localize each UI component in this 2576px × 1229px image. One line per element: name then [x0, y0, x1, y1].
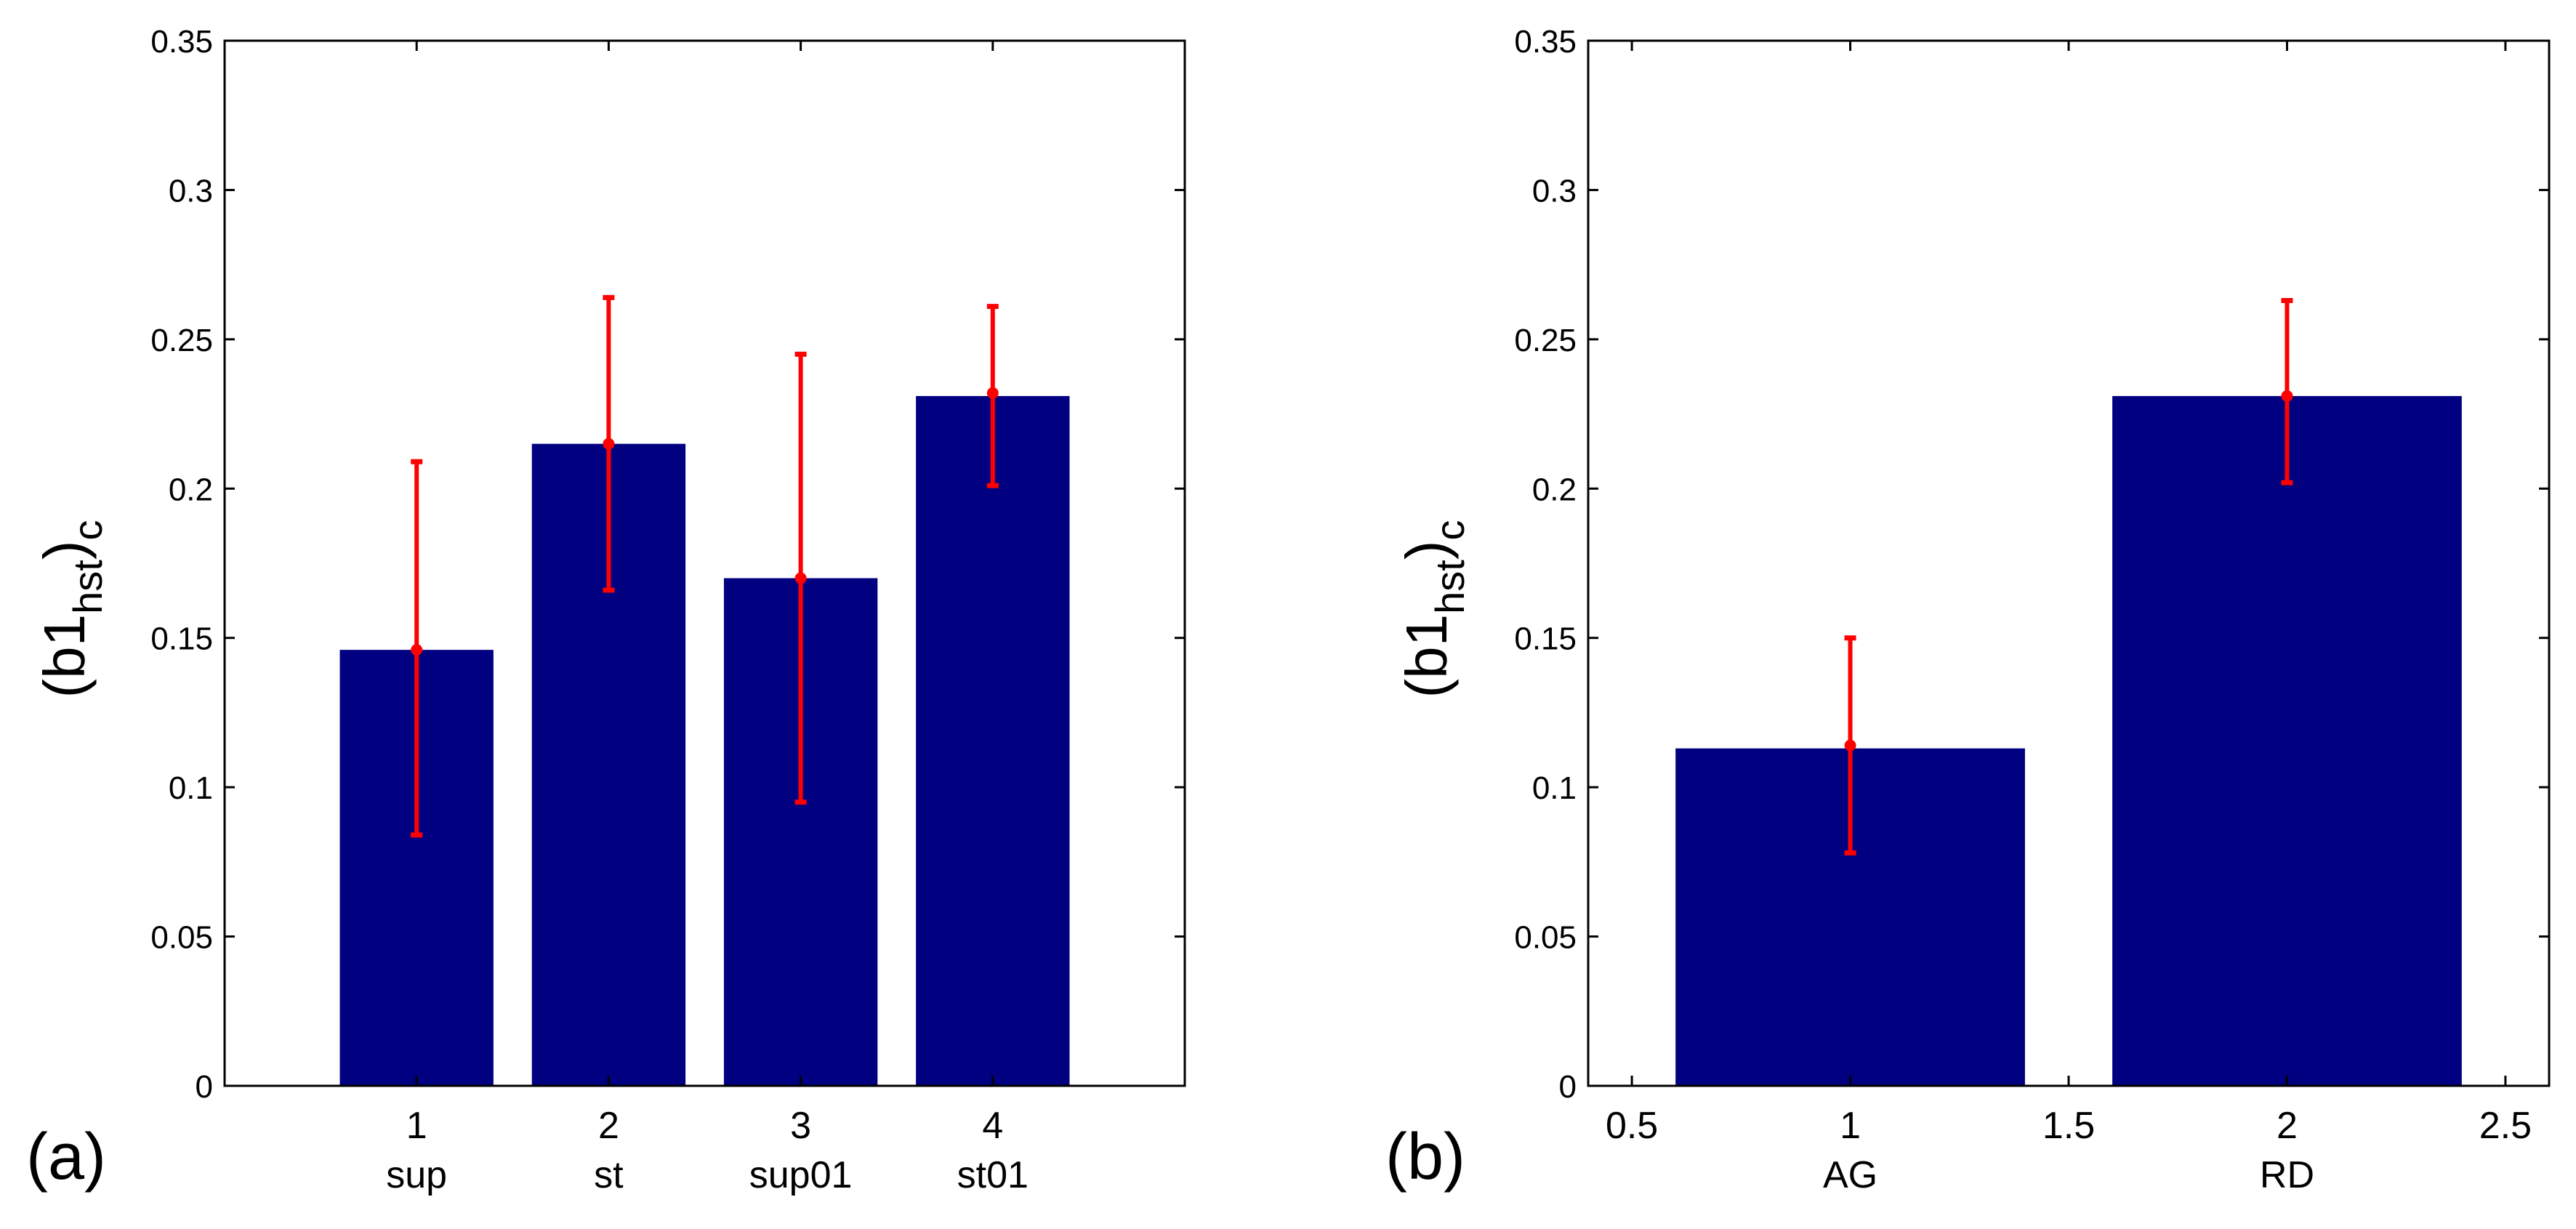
- panel-a-error-center-st: [603, 438, 615, 450]
- panel-a-bar-chart: 0 0.05 0.1 0.15 0.2 0.25 0.3 0.35 1 sup 2 st 3 sup01 4…: [26, 24, 1186, 1196]
- panel-a-x-category-label: sup01: [749, 1154, 853, 1196]
- panel-a-bar-st01: [916, 395, 1070, 1086]
- panel-a-y-tick-label: 0.2: [169, 472, 213, 507]
- panel-b-error-center-RD: [2281, 390, 2293, 402]
- panel-b-y-tick-label: 0.35: [1514, 24, 1577, 60]
- panel-b-y-tick-label: 0.3: [1532, 173, 1577, 209]
- panel-b-label: (b): [1385, 1121, 1465, 1193]
- panel-b-x-tick-label: 1.5: [2042, 1105, 2095, 1147]
- panel-b-y-tick-label: 0.15: [1514, 621, 1577, 657]
- panel-b-error-center-AG: [1844, 739, 1856, 751]
- panel-a-error-center-sup: [411, 644, 423, 656]
- panel-a-x-category-label: sup: [386, 1154, 447, 1196]
- panel-a-x-tick-label: 1: [406, 1105, 427, 1147]
- panel-b-x-tick-label: 2: [2277, 1105, 2298, 1147]
- panel-a-x-category-label: st01: [957, 1154, 1029, 1196]
- panel-b-y-tick-label: 0.2: [1532, 472, 1577, 507]
- panel-b-bar-chart: 0 0.05 0.1 0.15 0.2 0.25 0.3 0.35 0.5 1 AG 1.5 2 RD 2.…: [1385, 24, 2551, 1196]
- panel-b-y-tick-label: 0: [1559, 1069, 1577, 1105]
- panel-a-y-tick-label: 0.15: [150, 621, 213, 657]
- panel-a-plot-frame: [223, 39, 1186, 1087]
- panel-b-y-axis-label: (b1hst)c: [1394, 520, 1473, 698]
- panel-b-x-category-label: RD: [2260, 1154, 2314, 1196]
- panel-b-x-category-label: AG: [1823, 1154, 1877, 1196]
- panel-a-x-tick-label: 4: [982, 1105, 1003, 1147]
- panel-a-error-center-sup01: [794, 572, 807, 584]
- panel-a-y-tick-label: 0.3: [169, 173, 213, 209]
- panel-a-y-tick-label: 0.35: [150, 24, 213, 60]
- panel-b-x-tick-label: 1: [1840, 1105, 1861, 1147]
- panel-a-y-tick-label: 0: [196, 1069, 213, 1105]
- panel-a-y-tick-label: 0.1: [169, 770, 213, 806]
- panel-a-y-tick-label: 0.05: [150, 920, 213, 956]
- panel-a-x-tick-label: 2: [598, 1105, 619, 1147]
- panel-a-error-center-st01: [986, 387, 999, 399]
- panel-b-bar-RD: [2112, 395, 2462, 1086]
- panel-b-y-tick-label: 0.1: [1532, 770, 1577, 806]
- panel-a-x-category-label: st: [594, 1154, 624, 1196]
- panel-a-y-tick-label: 0.25: [150, 323, 213, 358]
- panel-b-y-tick-label: 0.25: [1514, 323, 1577, 358]
- panel-b-x-tick-label: 2.5: [2479, 1105, 2532, 1147]
- panel-a-label: (a): [26, 1121, 106, 1193]
- panel-a-y-axis-label: (b1hst)c: [32, 520, 110, 698]
- panel-b-x-tick-label: 0.5: [1606, 1105, 1658, 1147]
- panel-b-y-tick-label: 0.05: [1514, 920, 1577, 956]
- panel-a-x-tick-label: 3: [790, 1105, 811, 1147]
